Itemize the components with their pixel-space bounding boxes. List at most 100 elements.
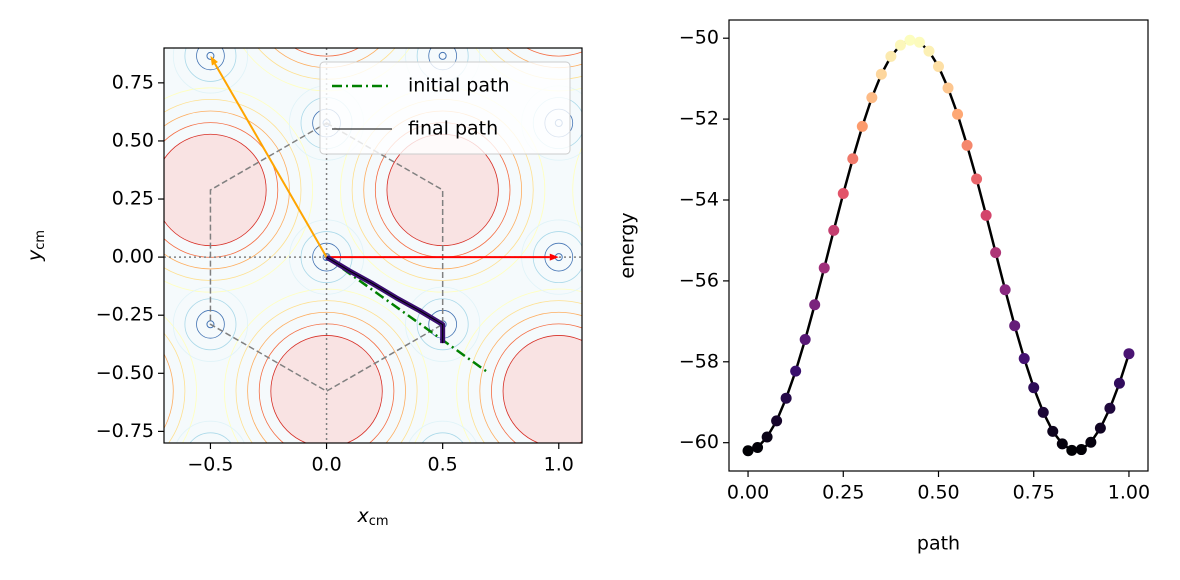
contour-ring [271,0,382,44]
energy-point [1066,444,1078,456]
y-tick-label: 0.25 [112,188,154,210]
contour-ring [408,420,477,443]
plot-frame [163,47,583,444]
contour-ring [120,502,301,580]
energy-point [780,392,792,404]
energy-point [923,45,935,57]
site-marker [91,254,98,261]
site-marker [206,320,215,329]
contour-ring [491,323,582,443]
lattice-vector [214,63,328,258]
contour-ring [340,490,544,580]
energy-point [1028,382,1040,394]
axis-label-main: x [356,505,369,527]
contour-ring [503,0,614,44]
contour-ring [235,300,418,443]
y-tick-label: −50 [679,27,719,49]
legend-label: final path [408,118,498,140]
energy-point [885,50,897,62]
energy-point [990,247,1002,259]
y-axis-label: energy [617,212,639,278]
energy-point [952,108,964,120]
x-tick-label: 0.0 [311,454,341,476]
legend-label: initial path [408,75,510,97]
energy-point [961,139,973,151]
axis-label: xcm [356,505,388,529]
energy-point [894,39,906,51]
path-line [325,256,490,375]
axis-label: ycm [24,230,48,262]
energy-point [1123,348,1135,360]
y-tick-label: −0.50 [96,362,154,384]
x-tick-label: 1.0 [544,454,574,476]
energy-point [828,224,840,236]
contour-ring [184,48,237,82]
energy-point [856,120,868,132]
energy-point [1018,353,1030,365]
contour-ring [247,311,406,443]
energy-point [847,153,859,165]
axis-label-sub: cm [33,230,48,250]
contour-ring [416,298,469,351]
contour-ring [456,288,582,443]
energy-point [818,262,830,274]
contour-ring [479,311,582,443]
energy-point [837,188,849,200]
y-tick-label: −0.75 [96,420,154,442]
energy-point [1047,425,1059,437]
contour-ring [375,525,510,580]
energy-point [933,61,944,73]
contour-ring [164,110,290,270]
x-tick-label: 0.50 [917,482,959,504]
axis-label-sub: cm [369,514,389,529]
y-tick-label: −60 [679,431,719,453]
x-axis-label: path [917,533,960,555]
contour-ring [467,300,582,443]
energy-line [747,38,1131,452]
x-tick-label: 0.5 [428,454,458,476]
energy-point [1104,402,1116,414]
energy-point [904,34,916,46]
energy-point [875,68,887,80]
plot-frame [728,19,1149,472]
energy-point [980,209,992,221]
contour-ring [525,48,582,57]
contour-ring [270,335,383,443]
contour-ring [584,99,765,280]
contour-ring [572,146,582,234]
unit-cell [209,122,444,393]
contour-ring [189,432,232,443]
contour-ring [80,243,108,271]
axis-label-main: y [24,249,46,262]
site-marker [206,51,215,60]
energy-point [971,173,983,185]
contour-ring [502,335,582,443]
energy-point [913,36,925,48]
contour-ring [164,332,186,443]
contour-ring [108,490,312,580]
energy-point [761,431,773,443]
x-tick-label: 1.00 [1108,482,1150,504]
x-tick-label: −0.5 [187,454,233,476]
y-tick-label: 0.75 [112,71,154,93]
energy-point [752,442,764,454]
arrow-head [549,253,559,261]
x-tick-label: 0.25 [822,482,864,504]
energy-point [1075,444,1087,456]
contour-ring [172,48,248,94]
contour-ring [172,286,248,362]
contour-ring [164,315,197,443]
arrow-head [210,55,218,66]
contour-ring [131,513,289,580]
y-tick-label: −0.25 [96,304,154,326]
legend-box [319,61,571,155]
energy-point [790,365,802,377]
contour-ring [155,537,266,580]
energy-point [1094,422,1106,434]
energy-point [809,299,821,311]
y-tick-label: −58 [679,350,719,372]
y-tick-label: 0.00 [112,246,154,268]
contour-ring [176,420,245,443]
energy-point [1009,320,1021,332]
site-marker [438,51,447,60]
